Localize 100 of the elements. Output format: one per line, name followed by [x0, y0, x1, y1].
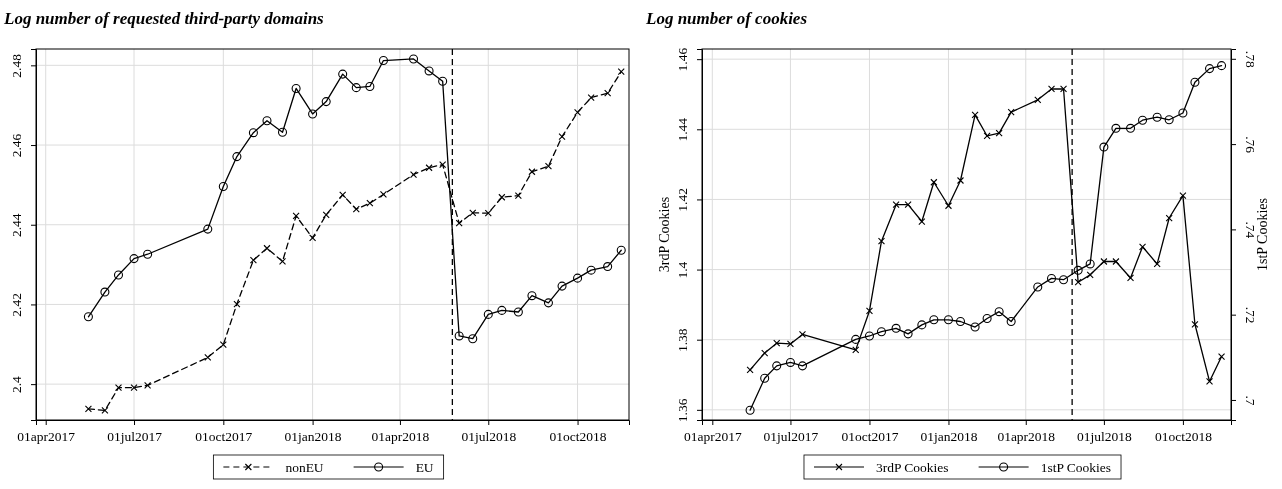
- point: [498, 193, 506, 201]
- point: [218, 181, 228, 192]
- point: [484, 209, 492, 217]
- y-tick-label: 1.46: [675, 47, 690, 72]
- legend-label: nonEU: [285, 459, 324, 475]
- point: [114, 384, 123, 392]
- point: [309, 234, 317, 242]
- y2-tick-label: .7: [1243, 395, 1258, 406]
- x-tick-label: 01jul2017: [107, 428, 163, 444]
- point: [262, 116, 272, 126]
- point: [1047, 85, 1056, 93]
- point: [544, 162, 552, 170]
- point: [468, 334, 478, 344]
- point: [1191, 320, 1199, 328]
- point: [308, 109, 318, 119]
- point: [604, 89, 612, 97]
- y-tick-label: 2.46: [9, 133, 24, 158]
- point: [143, 249, 153, 259]
- x-tick-label: 01apr2018: [371, 428, 430, 444]
- point: [982, 313, 992, 324]
- point: [1138, 115, 1148, 125]
- point: [918, 217, 926, 226]
- point: [761, 349, 769, 357]
- point: [943, 315, 953, 325]
- point: [929, 315, 939, 325]
- point: [1046, 273, 1057, 283]
- point: [321, 97, 331, 107]
- point: [1059, 275, 1069, 285]
- legend-label: EU: [415, 459, 434, 475]
- chart-title: Log number of requested third-party domains: [3, 9, 325, 28]
- point: [424, 66, 434, 76]
- point: [955, 316, 966, 327]
- point: [113, 270, 124, 280]
- point: [263, 244, 271, 252]
- y2-tick-label: .72: [1243, 306, 1258, 324]
- point: [797, 361, 808, 371]
- legend-label: 1stP Cookies: [1040, 459, 1112, 475]
- point: [129, 254, 139, 264]
- point: [543, 298, 553, 308]
- y-tick-label: 1.38: [675, 328, 690, 353]
- point: [1073, 265, 1083, 275]
- point: [1112, 257, 1120, 266]
- point: [851, 334, 861, 344]
- point: [1125, 123, 1136, 133]
- point: [483, 309, 493, 319]
- point: [100, 287, 110, 297]
- x-tick-label: 01apr2018: [997, 428, 1056, 444]
- point: [557, 281, 567, 291]
- point: [760, 373, 770, 383]
- point: [1165, 214, 1173, 222]
- x-tick-label: 01oct2017: [841, 428, 899, 444]
- y2-tick-label: .76: [1243, 136, 1258, 154]
- point: [249, 256, 257, 264]
- point: [994, 307, 1004, 317]
- point: [970, 322, 980, 332]
- point: [291, 83, 301, 93]
- y2-tick-label: .74: [1243, 221, 1258, 239]
- point: [930, 178, 938, 186]
- y-axis-title: 3rdP Cookies: [657, 196, 672, 273]
- point: [891, 323, 901, 333]
- point: [1178, 108, 1188, 118]
- point: [438, 76, 448, 86]
- point: [378, 56, 388, 66]
- point: [1006, 316, 1016, 327]
- point: [903, 329, 913, 339]
- y2-axis-title: 1stP Cookies: [1255, 198, 1270, 271]
- point: [877, 237, 886, 245]
- point: [1204, 64, 1215, 74]
- point: [785, 357, 795, 367]
- x-tick-label: 01jul2017: [763, 428, 819, 444]
- x-tick-label: 01apr2017: [17, 428, 76, 444]
- x-tick-label: 01jul2018: [1077, 428, 1133, 444]
- point: [1139, 243, 1147, 251]
- point: [527, 291, 537, 301]
- point: [558, 133, 566, 141]
- y-tick-label: 2.44: [9, 213, 24, 238]
- point: [1085, 259, 1095, 269]
- point: [1100, 257, 1108, 266]
- point: [528, 168, 536, 176]
- x-tick-label: 01jan2018: [920, 428, 978, 444]
- y-tick-label: 1.4: [675, 261, 690, 279]
- point: [439, 161, 447, 169]
- point: [864, 331, 874, 341]
- point: [101, 406, 109, 414]
- point: [83, 312, 93, 322]
- x-tick-label: 01oct2017: [195, 428, 253, 444]
- point: [339, 191, 347, 199]
- x-tick-label: 01oct2018: [1154, 428, 1213, 444]
- point: [409, 54, 419, 64]
- point: [616, 245, 626, 255]
- point: [603, 262, 613, 272]
- point: [130, 384, 138, 392]
- point: [1190, 77, 1200, 87]
- point: [1152, 112, 1162, 122]
- point: [338, 69, 348, 79]
- y-tick-label: 1.36: [675, 398, 690, 423]
- point: [232, 152, 242, 162]
- point: [454, 331, 464, 341]
- point: [497, 305, 507, 315]
- point: [773, 339, 781, 347]
